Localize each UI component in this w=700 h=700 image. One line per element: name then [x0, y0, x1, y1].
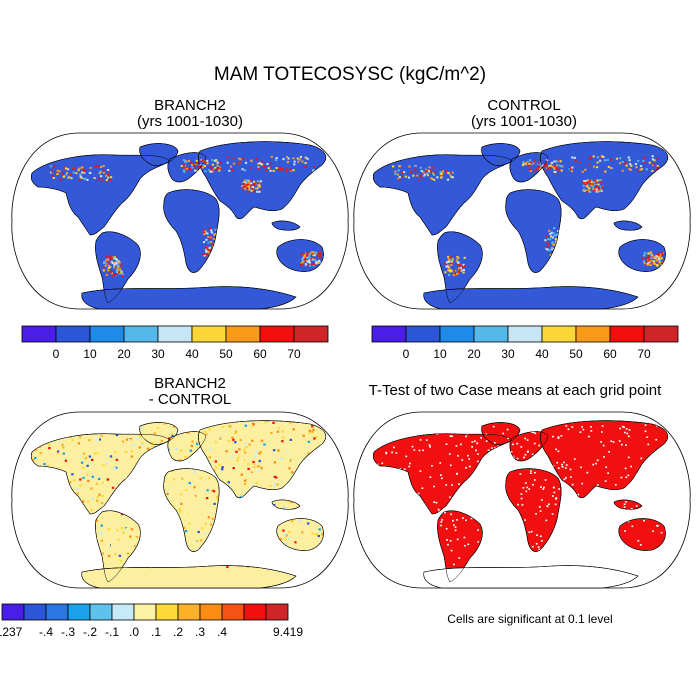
colorbar-swatch [259, 325, 295, 343]
panel-title-control: CONTROL (yrs 1001-1030) [364, 98, 684, 130]
map-ttest [353, 411, 691, 589]
colorbar-tick-label: .0 [129, 625, 139, 639]
colorbar-tick-label: 20 [117, 347, 131, 361]
colorbar-tick-label: -.3 [61, 625, 75, 639]
map-control [353, 132, 691, 310]
colorbar-tick-label: .3 [195, 625, 205, 639]
panel-title-line1: CONTROL [487, 97, 561, 114]
figure-title: MAM TOTECOSYSC (kgC/m^2) [213, 64, 487, 85]
colorbar-tick-label: 9.419 [273, 625, 303, 639]
colorbar-swatch [243, 603, 267, 621]
colorbar-swatch [177, 603, 201, 621]
colorbar-tick-label: 60 [253, 347, 267, 361]
colorbar-swatch [67, 603, 91, 621]
colorbar-swatch [473, 325, 509, 343]
colorbar-swatch [111, 603, 135, 621]
colorbar-tick-label: 60 [603, 347, 617, 361]
colorbar-swatch [199, 603, 223, 621]
colorbar-swatch [371, 325, 407, 343]
colorbar-tick-label: -.1 [105, 625, 119, 639]
colorbar-tick-label: 0 [53, 347, 60, 361]
continent-antarctica [81, 286, 297, 310]
colorbar-swatch [643, 325, 679, 343]
map-branch2 [11, 132, 349, 310]
colorbar-swatch [89, 603, 113, 621]
colorbar-swatch [507, 325, 543, 343]
significance-note: Cells are significant at 0.1 level [447, 612, 613, 626]
colorbar-swatch [45, 603, 69, 621]
colorbar-tick-label: 40 [535, 347, 549, 361]
colorbar-swatch [123, 325, 159, 343]
colorbar-swatch [89, 325, 125, 343]
continent-antarctica [423, 286, 639, 310]
colorbar-swatch [155, 603, 179, 621]
colorbar-swatch [1, 603, 25, 621]
colorbar-diff: -7.1237 -.4 -.3 -.2 -.1 .0 .1 .2 .3 .4 9.419 [0, 603, 303, 639]
colorbar-swatch [225, 325, 261, 343]
panel-title-line1: T-Test of two Case means at each grid po… [368, 382, 662, 399]
panel-title-line1: BRANCH2 [154, 375, 226, 392]
colorbar-swatch [575, 325, 611, 343]
colorbar-swatch [21, 325, 57, 343]
colorbar-tick-label: -.2 [83, 625, 97, 639]
colorbar-tick-label: 20 [467, 347, 481, 361]
colorbar-tick-label: 70 [287, 347, 301, 361]
panel-title-branch2: BRANCH2 (yrs 1001-1030) [30, 98, 350, 130]
panel-title-ttest: T-Test of two Case means at each grid po… [340, 383, 690, 399]
colorbar-swatch [23, 603, 47, 621]
colorbar-tick-label: .4 [217, 625, 227, 639]
panel-title-diff: BRANCH2 - CONTROL [30, 376, 350, 408]
colorbar-swatch [221, 603, 245, 621]
colorbar-tick-label: 30 [151, 347, 165, 361]
colorbar-tick-label: -.4 [39, 625, 53, 639]
colorbar-tick-label: -7.1237 [0, 625, 23, 639]
colorbar-swatch [293, 325, 329, 343]
continent-antarctica [423, 565, 639, 589]
colorbar-branch2: 0 10 20 30 40 50 60 70 [21, 325, 329, 361]
map-diff [11, 411, 349, 589]
colorbar-tick-label: 10 [83, 347, 97, 361]
colorbar-swatch [439, 325, 475, 343]
colorbar-tick-label: 50 [569, 347, 583, 361]
colorbar-tick-label: .1 [151, 625, 161, 639]
colorbar-swatch [133, 603, 157, 621]
panel-title-line2: (yrs 1001-1030) [137, 113, 243, 130]
colorbar-swatch [191, 325, 227, 343]
continent-antarctica [81, 565, 297, 589]
colorbar-swatch [609, 325, 645, 343]
colorbar-swatch [55, 325, 91, 343]
colorbar-tick-label: 50 [219, 347, 233, 361]
colorbar-tick-label: 40 [185, 347, 199, 361]
colorbar-swatch [265, 603, 289, 621]
panel-title-line2: - CONTROL [148, 391, 232, 408]
colorbar-swatch [405, 325, 441, 343]
colorbar-tick-label: 30 [501, 347, 515, 361]
colorbar-control: 0 10 20 30 40 50 60 70 [371, 325, 679, 361]
colorbar-tick-label: .2 [173, 625, 183, 639]
panel-title-line2: (yrs 1001-1030) [471, 113, 577, 130]
panel-title-line1: BRANCH2 [154, 97, 226, 114]
colorbar-tick-label: 0 [403, 347, 410, 361]
colorbar-tick-label: 70 [637, 347, 651, 361]
colorbar-tick-label: 10 [433, 347, 447, 361]
colorbar-swatch [541, 325, 577, 343]
colorbar-swatch [157, 325, 193, 343]
